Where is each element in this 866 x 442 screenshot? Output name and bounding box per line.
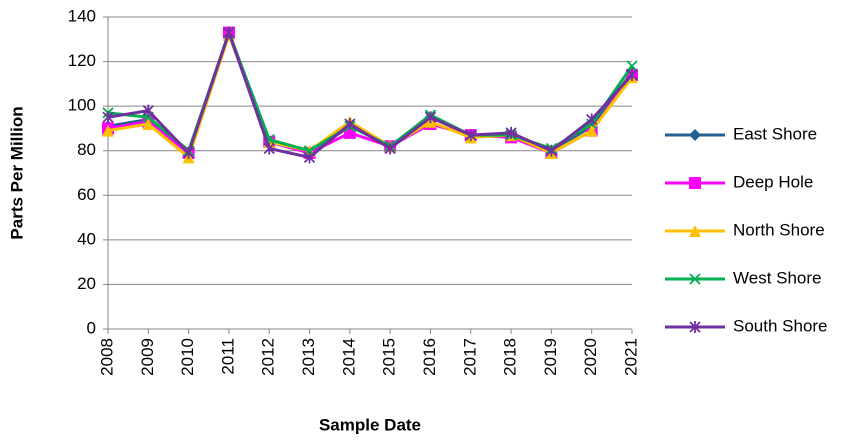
marker: [505, 126, 517, 139]
marker: [344, 117, 356, 130]
marker: [689, 225, 701, 237]
marker: [465, 129, 477, 142]
y-axis-title: Parts Per Million: [7, 106, 26, 239]
legend-label: West Shore: [733, 268, 822, 287]
legend-label: East Shore: [733, 124, 817, 143]
y-tick-label: 0: [87, 318, 96, 337]
x-tick-label: 2014: [339, 338, 358, 376]
marker: [142, 104, 154, 117]
y-tick-label: 20: [77, 274, 96, 293]
x-tick-label: 2019: [541, 338, 560, 376]
y-tick-label: 60: [77, 185, 96, 204]
legend-label: South Shore: [733, 316, 828, 335]
marker: [689, 177, 701, 189]
x-tick-label: 2021: [621, 338, 640, 376]
marker: [626, 68, 638, 81]
x-tick-label: 2020: [581, 338, 600, 376]
x-tick-label: 2016: [420, 338, 439, 376]
x-tick-label: 2017: [460, 338, 479, 376]
y-tick-label: 40: [77, 229, 96, 248]
y-tick-label: 120: [68, 51, 96, 70]
x-axis-title: Sample Date: [319, 415, 421, 434]
marker: [303, 151, 316, 164]
marker: [182, 146, 195, 159]
marker: [689, 321, 701, 333]
marker: [626, 60, 638, 72]
x-tick-label: 2010: [178, 338, 197, 376]
legend-label: North Shore: [733, 220, 825, 239]
series-line: [107, 27, 634, 160]
x-tick-label: 2008: [97, 338, 116, 376]
x-tick-label: 2009: [138, 338, 157, 376]
marker: [585, 124, 598, 137]
legend-label: Deep Hole: [733, 172, 813, 191]
marker: [102, 111, 114, 124]
marker: [689, 273, 701, 285]
marker: [384, 142, 396, 155]
x-tick-label: 2013: [299, 338, 318, 376]
marker: [586, 113, 598, 126]
y-tick-label: 140: [68, 6, 96, 25]
marker: [545, 144, 558, 157]
marker: [102, 124, 114, 137]
x-tick-label: 2015: [380, 338, 399, 376]
y-tick-label: 100: [68, 96, 96, 115]
marker: [263, 142, 275, 155]
x-tick-label: 2011: [218, 338, 237, 375]
x-tick-label: 2012: [259, 338, 278, 376]
x-tick-label: 2018: [501, 338, 520, 376]
marker: [223, 26, 235, 39]
marker: [424, 111, 437, 124]
y-tick-label: 80: [77, 140, 96, 159]
marker: [689, 129, 701, 141]
marker: [142, 117, 155, 130]
